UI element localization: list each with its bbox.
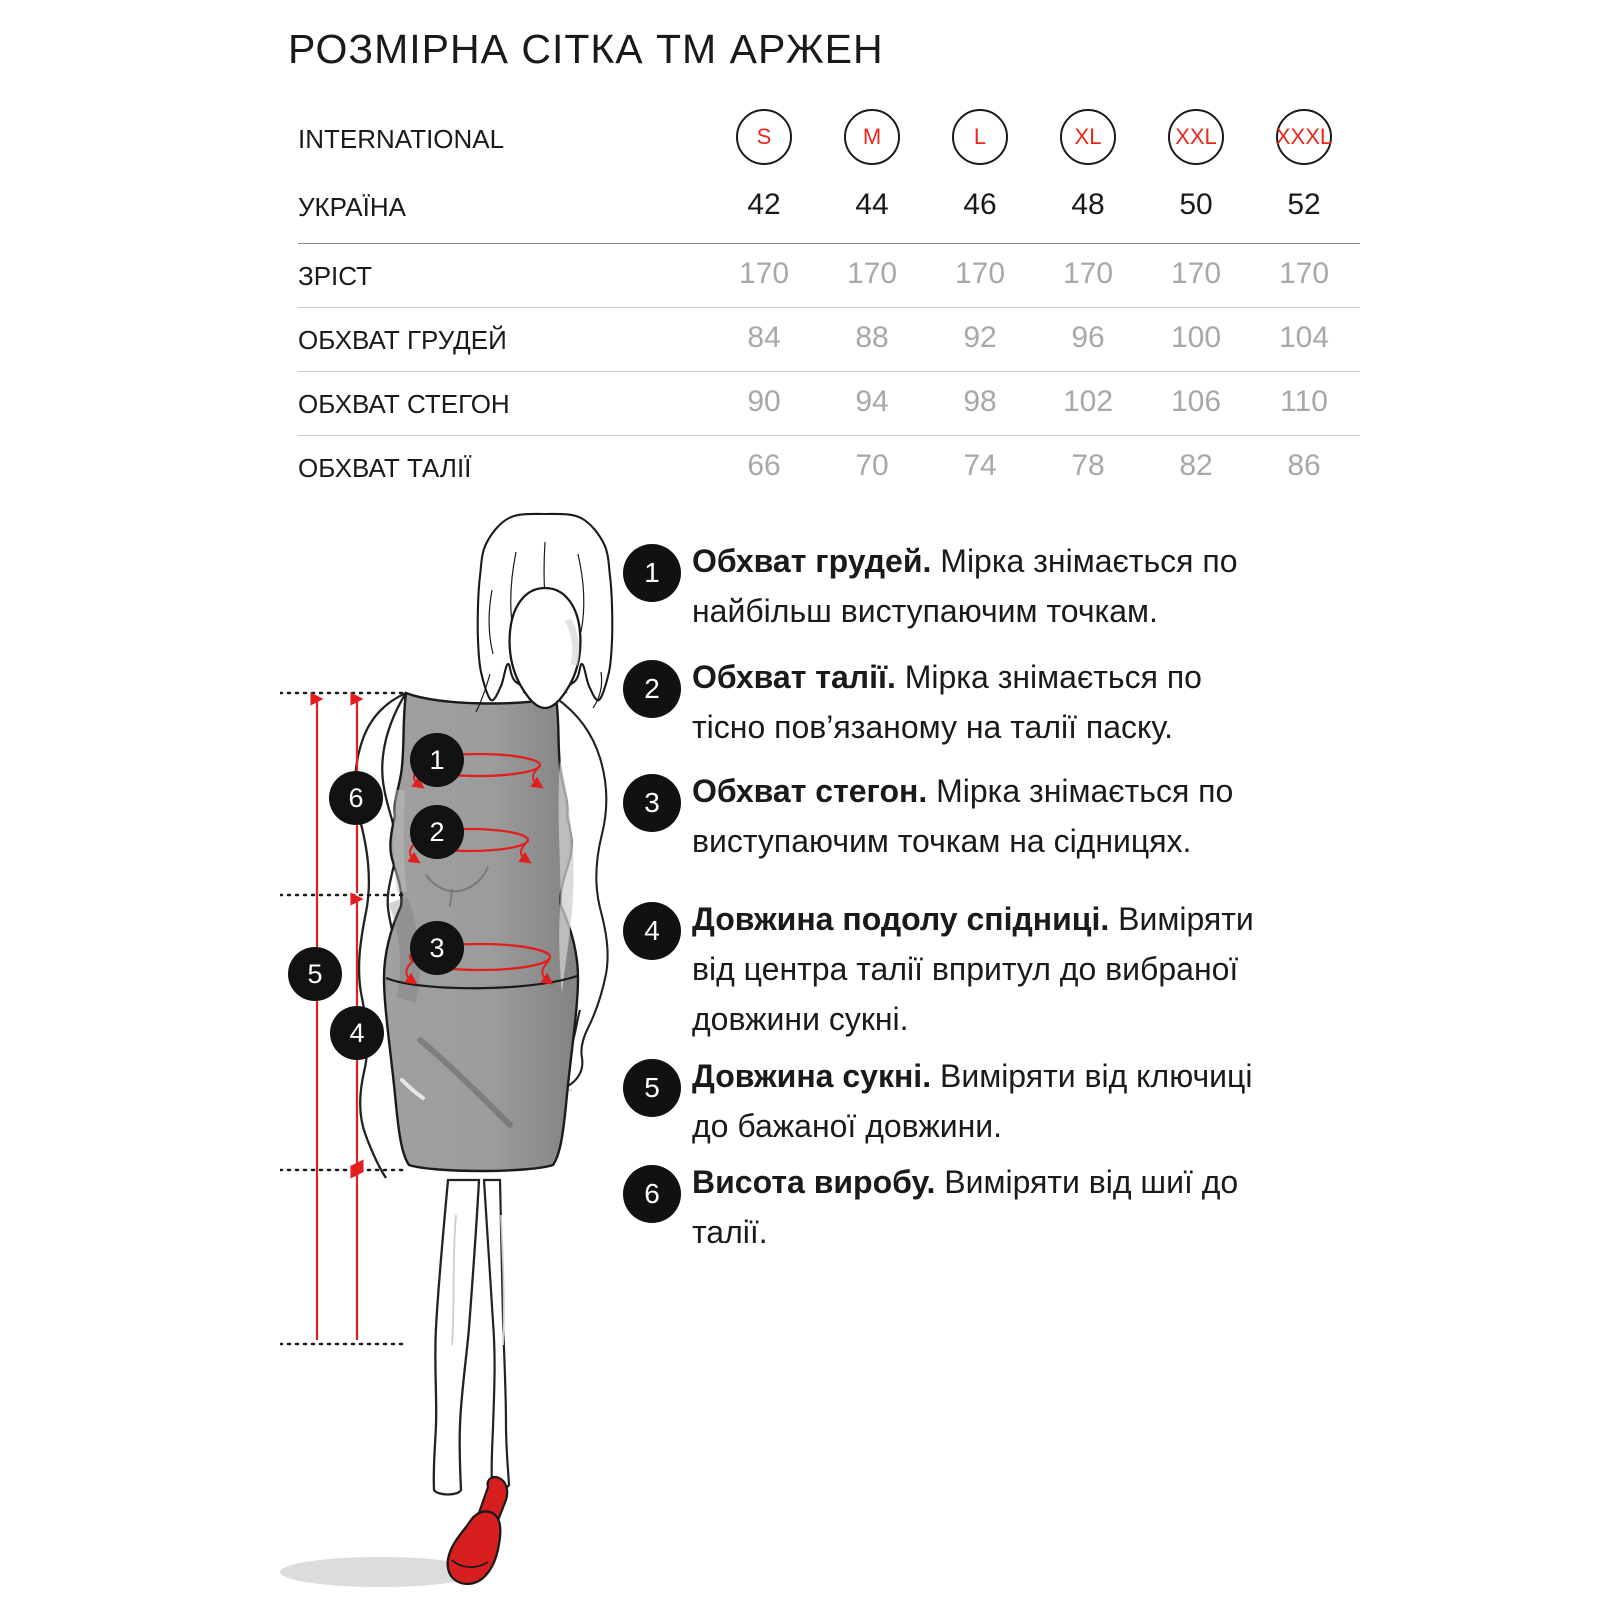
- svg-text:2: 2: [429, 817, 444, 847]
- svg-text:3: 3: [429, 933, 444, 963]
- svg-text:5: 5: [307, 959, 322, 989]
- svg-text:4: 4: [349, 1018, 364, 1048]
- svg-text:1: 1: [429, 745, 444, 775]
- svg-text:6: 6: [348, 783, 363, 813]
